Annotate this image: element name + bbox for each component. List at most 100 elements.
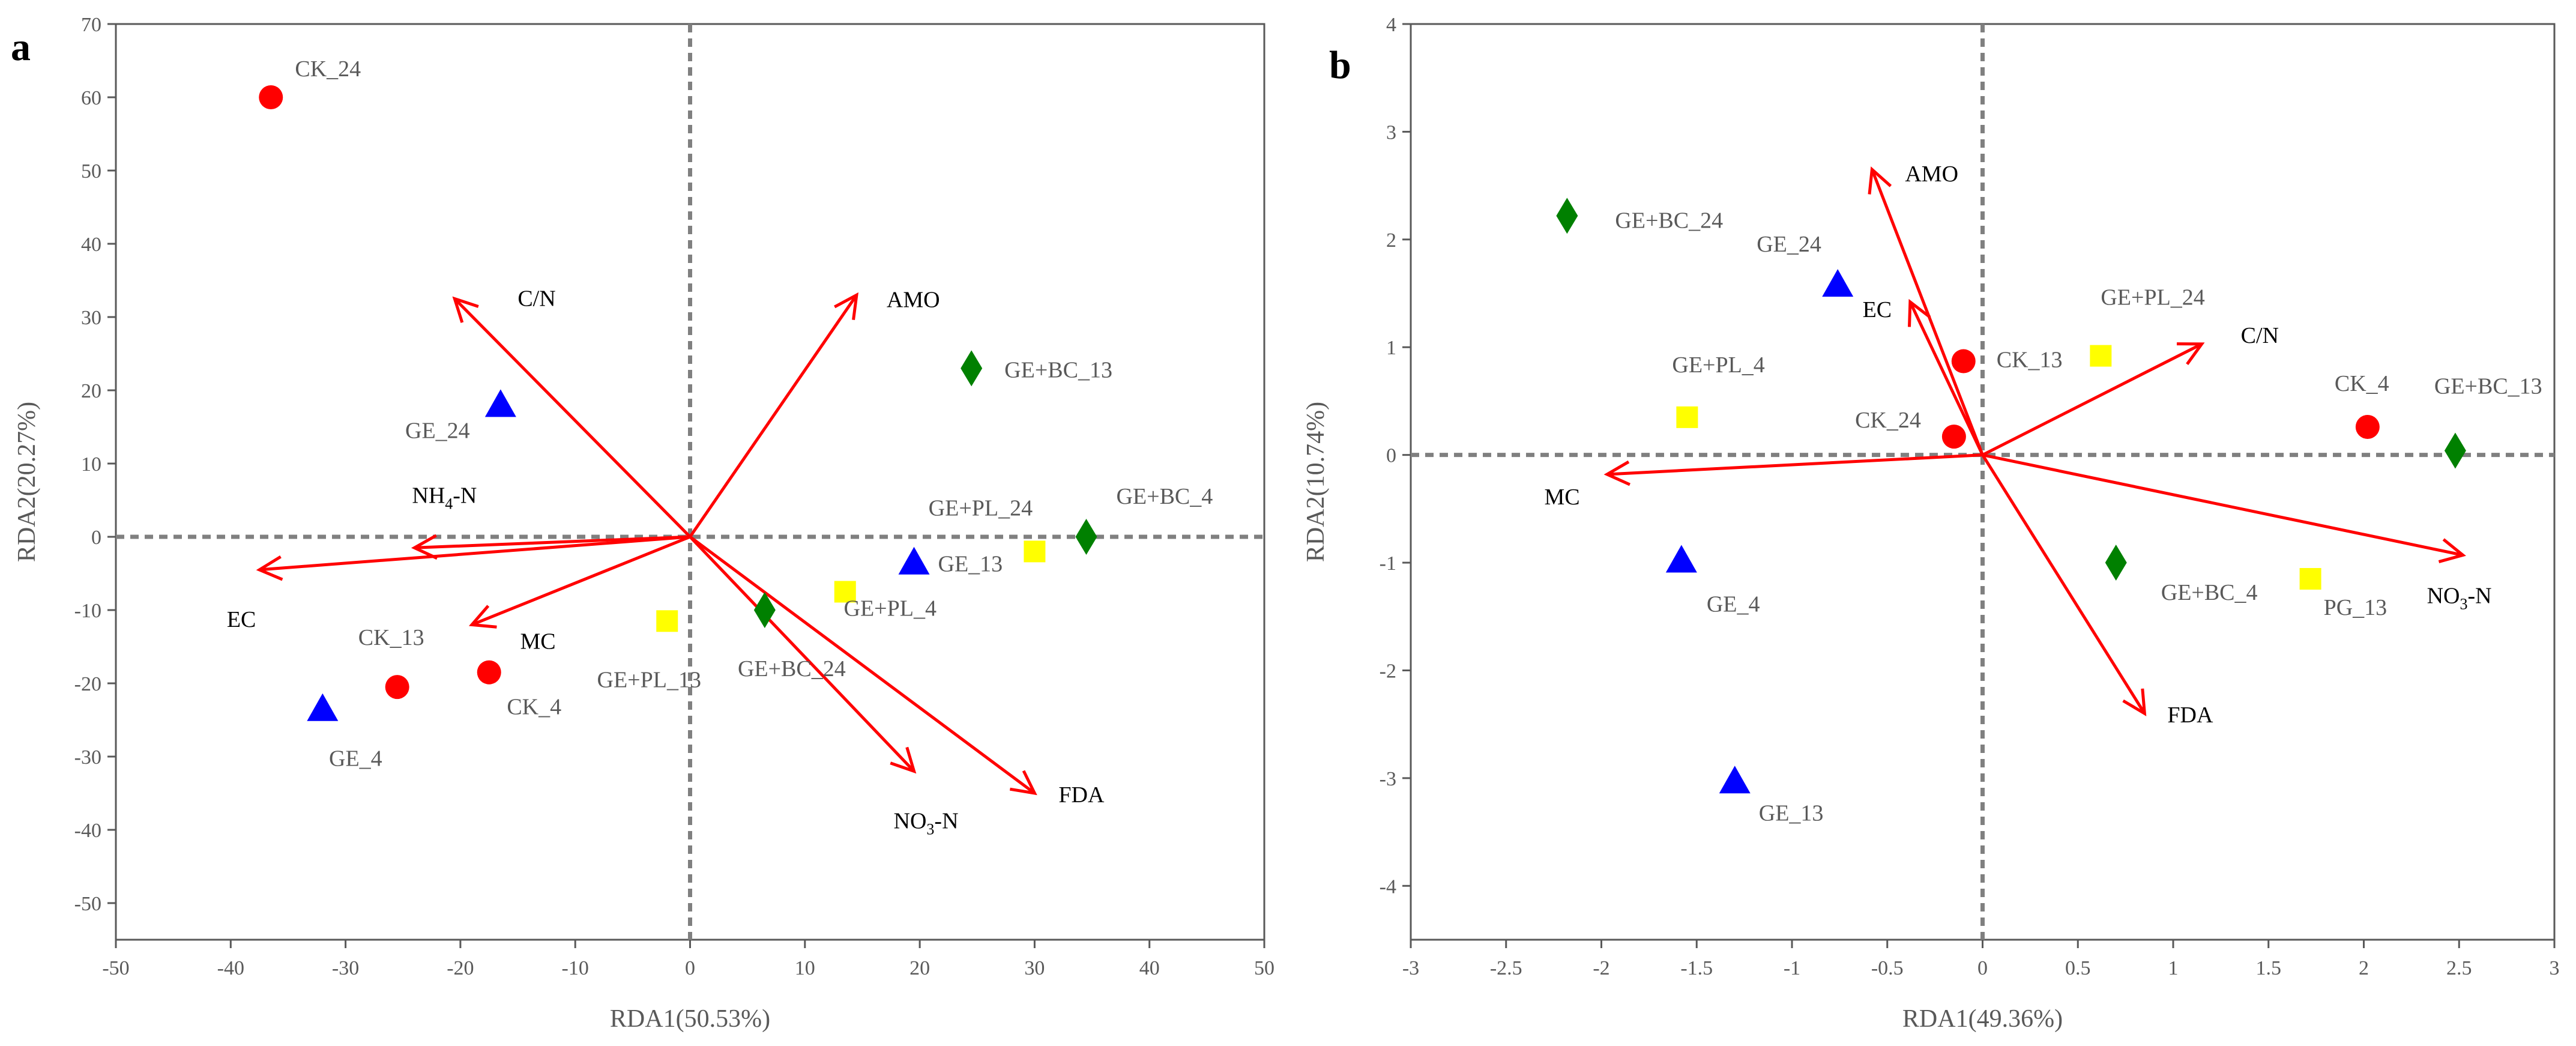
y-axis-title: RDA2(10.74%) [1302,402,1330,562]
x-tick-label: -3 [1402,957,1419,979]
point-marker [1951,349,1976,373]
point-label: GE_24 [405,418,470,443]
point-label: CK_13 [358,625,424,650]
y-tick-label: 30 [81,307,101,329]
x-tick-label: -2 [1593,957,1609,979]
point-marker [656,610,678,632]
x-tick-label: 2.5 [2446,957,2472,979]
y-tick-label: 2 [1386,229,1396,252]
point-marker [1665,545,1697,573]
point-label: GE+PL_24 [2101,285,2204,310]
vector-label: NO3-N [2427,584,2492,613]
point-marker [484,389,516,417]
point-marker [1024,540,1046,563]
vector-label: AMO [887,287,940,312]
point-marker [961,350,983,387]
y-tick-label: 60 [81,87,101,109]
point-marker [1822,269,1854,297]
vector-arrow [256,535,690,581]
point-marker [2090,345,2112,367]
point-marker [307,693,339,721]
point-label: GE+BC_13 [1004,357,1112,382]
x-axis-title: RDA1(49.36%) [1902,1005,2063,1033]
vector-arrow [1982,453,2466,563]
y-tick-label: 0 [1386,445,1396,467]
panel-letter: a [11,25,31,69]
x-tick-label: -30 [332,957,359,979]
vector-arrow [689,292,858,538]
point-label: GE_4 [1707,591,1760,617]
point-label: GE+BC_24 [1615,208,1723,233]
point-label: GE+BC_4 [1116,484,1213,509]
vector-label: C/N [517,286,555,312]
y-tick-label: -3 [1380,768,1396,790]
x-tick-label: 50 [1254,957,1274,979]
x-tick-label: -10 [562,957,589,979]
vector-label: EC [1863,297,1892,322]
x-tick-label: -2.5 [1490,957,1522,979]
point-label: CK_4 [507,695,561,720]
point-label: CK_13 [1997,348,2063,373]
point-label: GE+PL_4 [844,596,937,621]
y-tick-label: -50 [74,893,101,915]
point-label: GE+PL_24 [929,495,1033,521]
x-tick-label: 0 [1977,957,1988,979]
x-tick-label: 40 [1139,957,1160,979]
vector-arrow [1982,342,2205,456]
point-label: CK_24 [1855,408,1921,433]
vector-label: NO3-N [894,808,959,838]
panel-b-chart: -3 -2.5 -2 -1.5 -1 -0.5 0 0.5 1 1.5 2 2.5 3 -4 -3 -2 -1 0… [1302,14,2560,1033]
y-tick-label: 50 [81,160,101,183]
y-tick-label: -40 [74,820,101,842]
vector-arrow [411,534,690,560]
x-tick-label: 2 [2359,957,2369,979]
point-label: GE+PL_4 [1672,352,1764,378]
vector-label: FDA [1058,782,1105,808]
vector-label: MC [1544,485,1579,510]
y-tick-label: -4 [1380,875,1396,898]
y-tick-label: 70 [81,14,101,36]
point-marker [2299,567,2321,590]
x-tick-label: 3 [2550,957,2560,979]
y-tick-label: -30 [74,746,101,769]
point-label: GE+PL_13 [597,667,701,692]
vector-label: C/N [2241,323,2279,348]
x-tick-label: 1 [2168,957,2179,979]
point-label: GE_13 [1759,800,1824,826]
point-label: GE_13 [938,552,1003,577]
y-axis-title: RDA2(20.27%) [13,402,41,562]
y-tick-label: 4 [1386,14,1396,36]
x-tick-label: 0 [685,957,695,979]
vector-label: MC [520,629,555,654]
vector-label: AMO [1905,162,1958,187]
y-tick-label: 1 [1386,337,1396,359]
x-tick-label: -1 [1784,957,1800,979]
y-tick-label: -20 [74,673,101,695]
point-label: GE_4 [329,746,382,772]
point-marker [259,85,283,109]
vector-label: EC [227,607,256,632]
x-tick-label: 1.5 [2256,957,2282,979]
vector-arrow [1908,298,1984,456]
vector-arrow [689,536,917,774]
x-axis-title: RDA1(50.53%) [610,1005,770,1033]
x-tick-label: -1.5 [1680,957,1713,979]
y-tick-label: -1 [1380,552,1396,575]
x-tick-label: 20 [909,957,930,979]
vector-arrow [468,535,691,629]
point-marker [2355,415,2380,439]
point-marker [1075,519,1097,555]
point-marker [1719,766,1751,794]
y-tick-label: -10 [74,600,101,622]
point-label: GE_24 [1757,232,1821,257]
vector-label: FDA [2167,703,2213,728]
x-tick-label: -0.5 [1871,957,1904,979]
vector-label: NH4-N [412,483,477,512]
panel-letter: b [1329,43,1351,87]
vector-arrow [1603,453,1983,486]
point-marker [1676,406,1698,428]
point-marker [385,675,409,700]
y-tick-label: 0 [91,527,101,549]
x-tick-label: -40 [217,957,244,979]
point-label: GE+BC_4 [2161,580,2258,605]
